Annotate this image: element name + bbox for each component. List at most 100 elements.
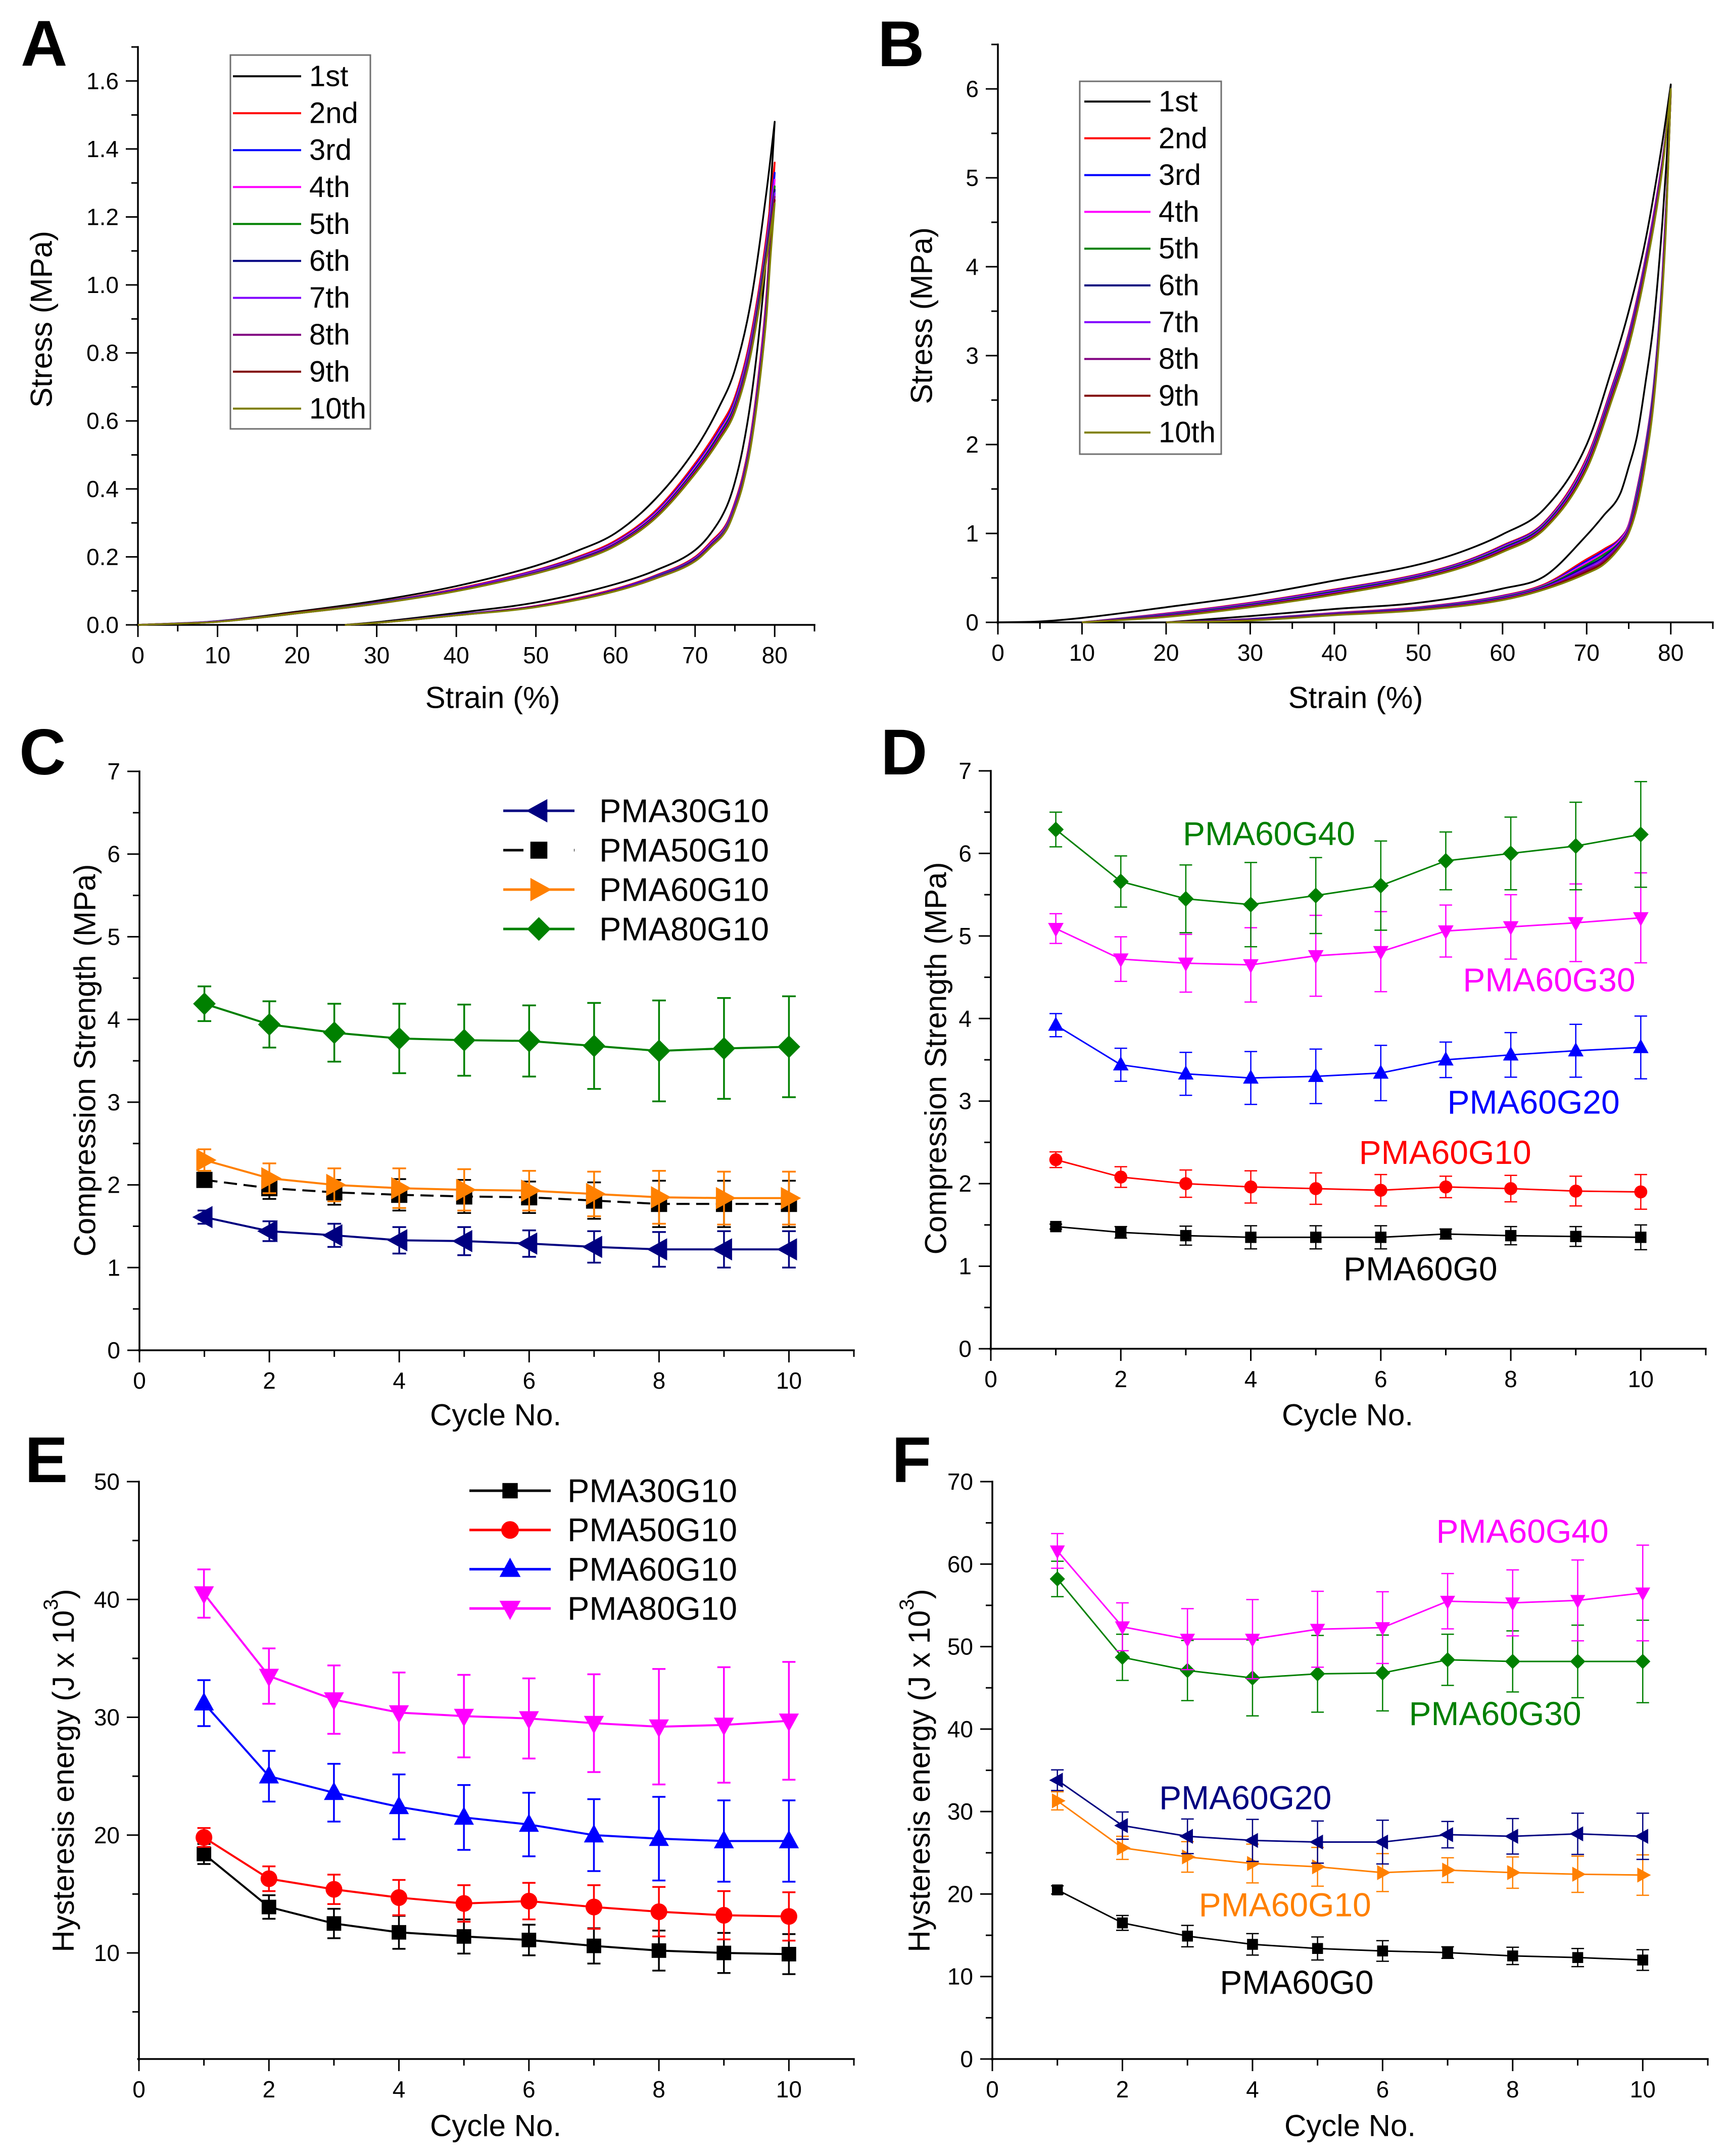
x-tick-label: 60: [603, 642, 629, 668]
x-axis-title: Cycle No.: [430, 1398, 561, 1432]
hysteresis-curves: [137, 121, 776, 626]
data-point: [1633, 912, 1649, 926]
data-point: [1117, 1840, 1131, 1855]
y-tick-label: 1: [107, 1254, 120, 1281]
data-point: [1373, 946, 1389, 960]
series-pma60g20: [1049, 1769, 1649, 1865]
legend-frame: [229, 54, 371, 430]
data-point: [647, 1039, 670, 1062]
series-annotation: PMA60G10: [1199, 1886, 1371, 1924]
data-point: [1572, 1952, 1583, 1963]
data-series: [1047, 781, 1649, 1251]
data-point: [1180, 1634, 1195, 1648]
data-point: [1377, 1865, 1391, 1880]
legend-item: 4th: [233, 171, 350, 204]
legend-label: 10th: [1159, 416, 1216, 449]
y-tick-label: 1.0: [86, 272, 119, 298]
legend-marker: [526, 799, 548, 823]
data-point: [196, 1171, 213, 1188]
x-tick-label: 4: [393, 1367, 406, 1394]
legend-label: PMA50G10: [567, 1511, 737, 1548]
data-point: [1180, 1230, 1192, 1242]
data-point: [1244, 1833, 1258, 1848]
x-tick-label: 6: [1376, 2076, 1389, 2102]
data-point: [780, 1908, 797, 1925]
series-pma30g10: [192, 1206, 797, 1269]
data-point: [322, 1224, 343, 1247]
data-point: [391, 1177, 412, 1200]
data-point: [455, 1895, 472, 1912]
y-tick-label: 6: [966, 76, 979, 102]
data-point: [1438, 1051, 1454, 1066]
data-point: [584, 1716, 604, 1734]
legend-item: 6th: [233, 244, 350, 277]
data-point: [1308, 888, 1324, 904]
legend-marker: [501, 1521, 519, 1539]
data-point: [1438, 925, 1454, 940]
legend-label: 10th: [309, 392, 366, 425]
legend-item: 5th: [1084, 232, 1199, 265]
data-point: [1569, 1184, 1582, 1198]
y-tick-label: 40: [94, 1586, 120, 1612]
data-point: [193, 992, 216, 1015]
x-tick-label: 70: [1574, 640, 1600, 666]
y-tick-label: 7: [107, 758, 120, 785]
legend-marker: [499, 1600, 521, 1620]
legend-label: PMA80G10: [599, 911, 769, 948]
panel-f: F 0 2 4 6 8 10 0 10 20 30 40 50 60 70 Cycle No. Hysteres…: [892, 1424, 1709, 2143]
data-point: [324, 1692, 344, 1711]
data-point: [1049, 1153, 1063, 1166]
data-point: [1442, 1947, 1453, 1958]
data-point: [1049, 1571, 1065, 1587]
x-axis-title: Cycle No.: [430, 2109, 561, 2143]
legend-label: 3rd: [1159, 159, 1201, 191]
data-point: [649, 1719, 669, 1738]
y-tick-label: 2: [958, 1170, 972, 1197]
legend-label: PMA30G10: [599, 793, 769, 829]
data-point: [1439, 1827, 1453, 1842]
panel-letter: F: [892, 1424, 931, 1496]
data-point: [1568, 1042, 1584, 1057]
data-point: [388, 1027, 411, 1050]
y-tick-label: 7: [958, 758, 972, 784]
legend-item: 7th: [1084, 306, 1199, 338]
series-pma60g10: [194, 1679, 799, 1883]
x-tick-label: 20: [284, 642, 310, 668]
y-tick-label: 0: [960, 2046, 973, 2072]
data-point: [1047, 821, 1064, 838]
y-tick-label: 6: [958, 840, 972, 866]
data-point: [779, 1830, 799, 1848]
data-point: [456, 1929, 471, 1944]
data-point: [1245, 1634, 1260, 1648]
data-point: [1312, 1859, 1326, 1875]
series-pma50g10: [196, 1827, 797, 1942]
y-tick-label: 40: [947, 1716, 973, 1742]
series-pma60g20: [1048, 1013, 1649, 1105]
data-point: [257, 1220, 278, 1243]
panel-letter: D: [881, 716, 927, 789]
series-line: [1055, 1024, 1641, 1079]
data-point: [1180, 1662, 1195, 1679]
x-tick-label: 8: [652, 2076, 665, 2102]
data-point: [1503, 921, 1519, 936]
data-point: [779, 1713, 799, 1732]
data-point: [454, 1708, 474, 1727]
data-point: [1505, 1597, 1520, 1611]
data-point: [1049, 1545, 1065, 1559]
legend-label: 8th: [309, 318, 350, 351]
data-point: [1374, 1834, 1388, 1850]
y-tick-label: 0.4: [86, 476, 119, 502]
data-point: [1247, 1939, 1258, 1950]
legend-item: PMA80G10: [503, 911, 769, 948]
data-point: [1570, 1653, 1586, 1670]
data-point: [196, 1829, 213, 1846]
y-tick-label: 50: [94, 1468, 120, 1495]
data-point: [1178, 891, 1194, 907]
y-tick-label: 0: [958, 1336, 972, 1362]
data-point: [1570, 1595, 1586, 1609]
series-line: [203, 1836, 789, 1918]
legend-item: 8th: [1084, 342, 1199, 375]
cycle-curve-1: [137, 121, 776, 626]
legend-label: 9th: [1159, 379, 1199, 412]
data-point: [582, 1236, 602, 1258]
